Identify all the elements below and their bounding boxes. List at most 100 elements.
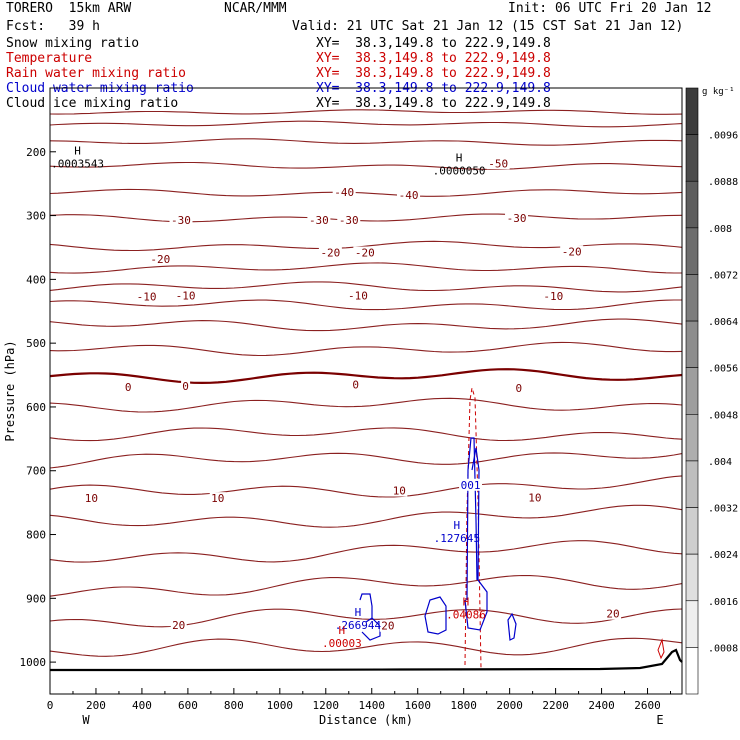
contour-label-bg	[123, 381, 133, 394]
rain-water-contour	[464, 387, 482, 669]
cloud-water-contour	[507, 612, 517, 641]
contour-label: -10	[176, 289, 196, 302]
colorbar-tick-label: .0072	[708, 270, 738, 281]
y-tick-label: 200	[26, 146, 46, 159]
extremum-mark: H	[453, 519, 460, 532]
contour-label: 0	[182, 380, 189, 393]
y-tick-label: 500	[26, 337, 46, 350]
colorbar-swatch	[685, 600, 699, 648]
cloud-water-contour	[464, 447, 488, 631]
x-tick-label: 2400	[588, 699, 615, 712]
legend-xy-temperature: XY= 38.3,149.8 to 222.9,149.8	[316, 51, 551, 66]
cloud-water-contour	[361, 617, 381, 641]
temperature-contour-line	[49, 637, 683, 657]
temperature-contour-line	[49, 475, 683, 498]
temperature-contour-line	[49, 120, 683, 128]
x-tick-label: 600	[178, 699, 198, 712]
colorbar-tick-label: .008	[708, 224, 732, 235]
contour-label: 0	[516, 382, 523, 395]
contour-label: -20	[150, 253, 170, 266]
cloud-water-contour	[359, 593, 373, 623]
x-tick-label: 400	[132, 699, 152, 712]
extremum-mark: H	[463, 595, 470, 608]
contour-label-bg	[541, 289, 565, 302]
colorbar-tick-label: .0064	[708, 317, 738, 328]
extremum-mark: H	[74, 144, 81, 157]
x-tick-label: 0	[47, 699, 54, 712]
org-title: NCAR/MMM	[224, 1, 287, 16]
legend-label-cloud-ice: Cloud ice mixing ratio	[6, 96, 179, 111]
contour-label: -40	[399, 189, 419, 202]
x-tick-label: 1400	[358, 699, 385, 712]
west-label: W	[82, 713, 90, 727]
colorbar-tick-label: .0032	[708, 504, 738, 515]
colorbar-tick-label: .004	[708, 457, 732, 468]
extremum-value: .0000050	[433, 164, 486, 177]
x-axis-title: Distance (km)	[319, 713, 413, 727]
x-tick-label: 2200	[542, 699, 569, 712]
valid-time: Valid: 21 UTC Sat 21 Jan 12 (15 CST Sat …	[292, 19, 684, 34]
temperature-contour-line	[49, 427, 683, 442]
temperature-contours	[49, 109, 683, 657]
temperature-contour-line	[49, 109, 683, 115]
extremum-value: .04086	[446, 608, 486, 621]
contour-label: -20	[355, 247, 375, 260]
y-tick-label: 900	[26, 592, 46, 605]
colorbar-swatch	[685, 134, 699, 182]
contour-label: 10	[393, 485, 406, 498]
contour-label: -10	[348, 289, 368, 302]
legend-label-cloud-water: Cloud water mixing ratio	[6, 81, 194, 96]
colorbar-tick-label: .0008	[708, 643, 738, 654]
contour-label-bg	[307, 214, 331, 227]
contour-label-bg	[337, 214, 361, 227]
cloud-water-contour	[466, 437, 478, 601]
forecast-hour: Fcst: 39 h	[6, 19, 100, 34]
temperature-contour-line	[49, 608, 683, 628]
colorbar-swatch	[685, 647, 699, 695]
x-tick-label: 1800	[450, 699, 477, 712]
colorbar-tick-label: .0096	[708, 131, 738, 142]
plot-frame	[49, 87, 683, 695]
colorbar-tick-label: .0048	[708, 410, 738, 421]
temperature-contour-line	[49, 213, 683, 223]
colorbar-tick-label: .0024	[708, 550, 738, 561]
contour-label-bg	[353, 246, 377, 259]
contour-label-bg	[170, 619, 187, 632]
colorbar-swatch	[685, 507, 699, 555]
contour-label-bg	[397, 189, 421, 202]
contour-label-bg	[346, 289, 370, 302]
contour-label: 20	[172, 619, 185, 632]
extremum-mark: H	[456, 151, 463, 164]
legend-label-temperature: Temperature	[6, 51, 93, 66]
init-time: Init: 06 UTC Fri 20 Jan 12	[508, 1, 712, 16]
contour-label-bg	[135, 290, 159, 303]
contour-label-bg	[148, 252, 172, 265]
contour-label-bg	[169, 214, 193, 227]
contour-label-bg	[351, 378, 361, 391]
y-tick-label: 300	[26, 210, 46, 223]
colorbar-tick-label: .0016	[708, 597, 738, 608]
colorbar-swatch	[685, 87, 699, 135]
contour-label-bg	[174, 289, 198, 302]
temperature-contour-line	[49, 397, 683, 413]
contour-label: 0	[125, 381, 132, 394]
contour-label: -30	[171, 214, 191, 227]
plot-axes: 0 200 400 600 800 1000 1200 1400 1600 1800 2000 220…	[3, 87, 683, 727]
model-title: TORERO 15km ARW	[6, 1, 132, 16]
contour-label-bg	[486, 157, 510, 170]
contour-label: -30	[507, 212, 527, 225]
legend-label-snow: Snow mixing ratio	[6, 36, 140, 51]
legend-xy-snow: XY= 38.3,149.8 to 222.9,149.8	[316, 36, 551, 51]
contour-label: -50	[488, 157, 508, 170]
y-tick-label: 1000	[20, 656, 47, 669]
contour-label-bg	[379, 619, 396, 632]
x-tick-label: 2600	[634, 699, 661, 712]
extremum-mark: H	[355, 606, 362, 619]
colorbar: .0096 .0088 .008 .0072 .0064 .0056 .0048 .004 .0…	[685, 87, 738, 695]
contour-label-bg	[209, 492, 226, 505]
moisture-features	[50, 387, 683, 672]
extremum-value: .0003543	[51, 157, 104, 170]
x-tick-label: 800	[224, 699, 244, 712]
legend-label-rain: Rain water mixing ratio	[6, 66, 187, 81]
contour-label: 20	[381, 620, 394, 633]
